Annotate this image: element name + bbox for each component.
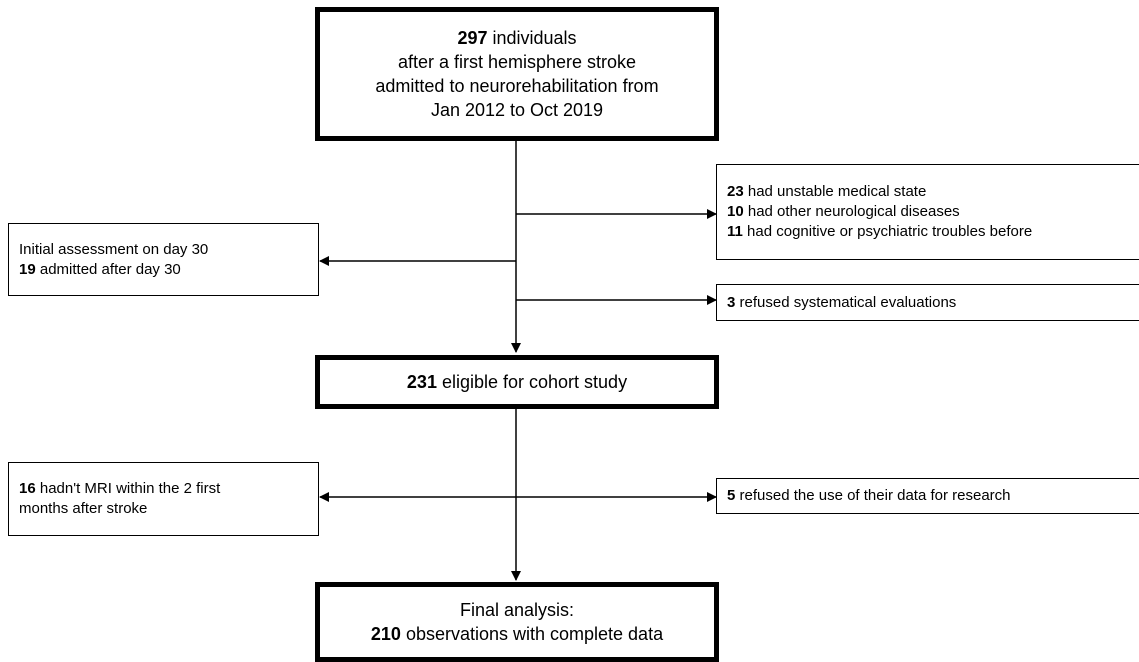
exclusion-item: 11 had cognitive or psychiatric troubles… <box>727 223 1033 240</box>
top-box-line2: after a first hemisphere stroke <box>397 52 637 72</box>
exclusion-box-right-1: 23 had unstable medical state 10 had oth… <box>716 164 1139 260</box>
final-box: Final analysis: 210 observations with co… <box>315 582 719 662</box>
eligible-box-text: 231 eligible for cohort study <box>406 372 628 392</box>
final-box-line2: 210 observations with complete data <box>370 624 664 644</box>
final-box-line1: Final analysis: <box>459 600 575 620</box>
exclusion-item: 23 had unstable medical state <box>727 183 927 200</box>
exclusion-item: 10 had other neurological diseases <box>727 203 960 220</box>
exclusion-item: months after stroke <box>19 500 148 517</box>
exclusion-box-right-2: 3 refused systematical evaluations <box>716 284 1139 321</box>
exclusion-box-left-1: Initial assessment on day 30 19 admitted… <box>8 223 319 296</box>
top-box-line4: Jan 2012 to Oct 2019 <box>430 100 604 120</box>
exclusion-item: 3 refused systematical evaluations <box>727 293 957 311</box>
top-box-line3: admitted to neurorehabilitation from <box>375 76 659 96</box>
eligible-box: 231 eligible for cohort study <box>315 355 719 409</box>
exclusion-item: Initial assessment on day 30 <box>19 240 209 258</box>
top-box-line1: 297 individuals <box>457 28 577 48</box>
exclusion-box-left-2: 16 hadn't MRI within the 2 first months … <box>8 462 319 536</box>
exclusion-box-right-3: 5 refused the use of their data for rese… <box>716 478 1139 514</box>
exclusion-item: 16 hadn't MRI within the 2 first <box>19 480 221 497</box>
top-box: 297 individuals after a first hemisphere… <box>315 7 719 141</box>
exclusion-item: 5 refused the use of their data for rese… <box>727 487 1011 504</box>
exclusion-item: 19 admitted after day 30 <box>19 260 181 278</box>
